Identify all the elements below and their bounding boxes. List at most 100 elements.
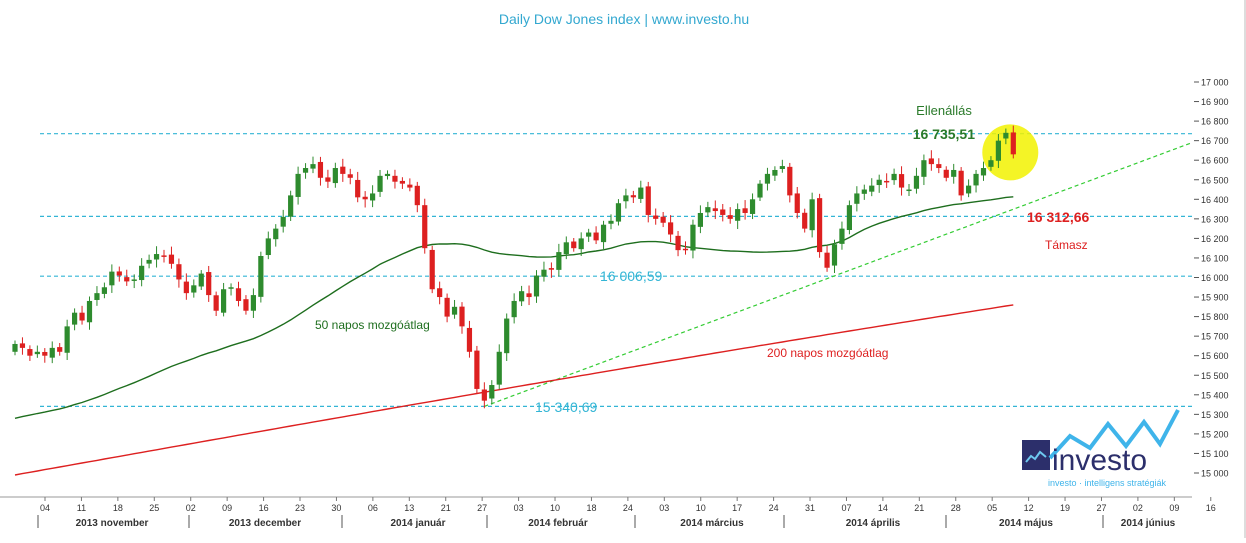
candle-body (675, 235, 681, 251)
y-tick-label: 16 000 (1201, 273, 1229, 283)
candle-body (958, 170, 964, 196)
candle-body (72, 312, 78, 325)
candle-body (176, 264, 182, 280)
candle-body (533, 275, 540, 297)
candle-body (101, 287, 107, 294)
chart-title: Daily Dow Jones index | www.investo.hu (499, 11, 749, 27)
x-tick-label: 18 (113, 503, 123, 513)
logo-tagline: investo · intelligens stratégiák (1048, 478, 1167, 488)
y-tick-label: 15 500 (1201, 371, 1229, 381)
candle-body (332, 168, 338, 184)
y-tick-label: 15 100 (1201, 449, 1229, 459)
candle-body (243, 299, 249, 311)
candle-body (615, 203, 622, 222)
x-tick-label: 09 (1169, 503, 1179, 513)
candle-body (571, 241, 577, 249)
logo-mark (1022, 440, 1050, 470)
candle-body (898, 174, 905, 188)
y-tick-label: 16 300 (1201, 214, 1229, 224)
candle-body (980, 168, 987, 176)
x-tick-label: 24 (769, 503, 779, 513)
candle-body (884, 180, 890, 183)
x-tick-label: 03 (659, 503, 669, 513)
candle-body (511, 300, 517, 318)
x-tick-label: 21 (914, 503, 924, 513)
month-label: 2014 március (680, 518, 744, 529)
candle-body (891, 173, 897, 181)
candle-body (57, 347, 63, 352)
resistance-word: Ellenállás (916, 103, 972, 118)
logo-wordmark: investo (1052, 444, 1147, 477)
x-axis: 04 11 18 25 02 09 16 23 30 06 13 21 27 03 10 18 24 03 10 17… (0, 496, 1216, 529)
x-tick-label: 23 (295, 503, 305, 513)
x-tick-label: 11 (77, 503, 86, 513)
candle-body (973, 173, 979, 186)
support-value: 16 312,66 (1027, 209, 1089, 225)
candle-body (735, 209, 741, 221)
candle-body (504, 318, 510, 354)
candle-body (772, 169, 778, 176)
y-tick-label: 15 900 (1201, 293, 1229, 303)
candle-body (839, 228, 845, 244)
month-label: 2014 április (846, 518, 901, 529)
candle-body (809, 199, 815, 231)
candle-body (347, 174, 353, 178)
y-tick-label: 15 800 (1201, 312, 1229, 322)
support-word: Támasz (1045, 238, 1088, 252)
candle-body (749, 199, 756, 214)
candle-body (250, 295, 256, 311)
candle-body (146, 259, 152, 264)
candle-body (206, 272, 212, 296)
candle-body (302, 168, 309, 173)
candle-body (697, 212, 703, 227)
candle-body (258, 255, 264, 297)
candle-body (831, 244, 838, 266)
y-tick-label: 17 000 (1201, 78, 1229, 88)
candle-body (288, 195, 294, 217)
candle-body (370, 193, 376, 201)
candle-body (407, 184, 413, 188)
candle-body (943, 169, 949, 178)
candle-body (451, 306, 458, 315)
y-tick-label: 16 800 (1201, 117, 1229, 127)
candle-body (191, 285, 197, 293)
candle-body (705, 207, 711, 213)
candle-body (265, 238, 271, 256)
month-label: 2014 január (390, 518, 445, 529)
candle-body (392, 175, 398, 182)
candle-body (399, 180, 405, 184)
candle-body (34, 351, 40, 355)
candle-body (586, 232, 592, 237)
candle-body (548, 268, 554, 270)
candle-body (578, 238, 584, 250)
candle-body (988, 160, 994, 167)
candle-body (280, 216, 286, 227)
y-tick-label: 16 400 (1201, 195, 1229, 205)
candle-body (921, 160, 927, 177)
candle-body (310, 164, 316, 169)
candle-body (42, 351, 48, 356)
ma200-label: 200 napos mozgóátlag (767, 346, 888, 360)
candle-body (563, 242, 569, 255)
x-tick-label: 14 (878, 503, 888, 513)
candle-body (600, 224, 607, 243)
candle-body (355, 179, 361, 198)
candle-body (444, 297, 450, 317)
x-tick-label: 27 (1096, 503, 1106, 513)
candle-body (757, 183, 763, 198)
x-tick-label: 16 (259, 503, 269, 513)
candle-body (340, 166, 346, 174)
candle-body (638, 187, 644, 199)
candle-body (49, 347, 55, 358)
x-tick-label: 10 (696, 503, 706, 513)
candle-body (221, 289, 227, 313)
candle-body (526, 293, 532, 298)
candle-body (161, 255, 167, 257)
x-tick-label: 25 (149, 503, 159, 513)
level-16006-label: 16 006,59 (600, 268, 662, 284)
candle-body (936, 164, 942, 169)
candlesticks (12, 124, 1039, 409)
x-tick-label: 03 (514, 503, 524, 513)
x-tick-label: 07 (841, 503, 851, 513)
